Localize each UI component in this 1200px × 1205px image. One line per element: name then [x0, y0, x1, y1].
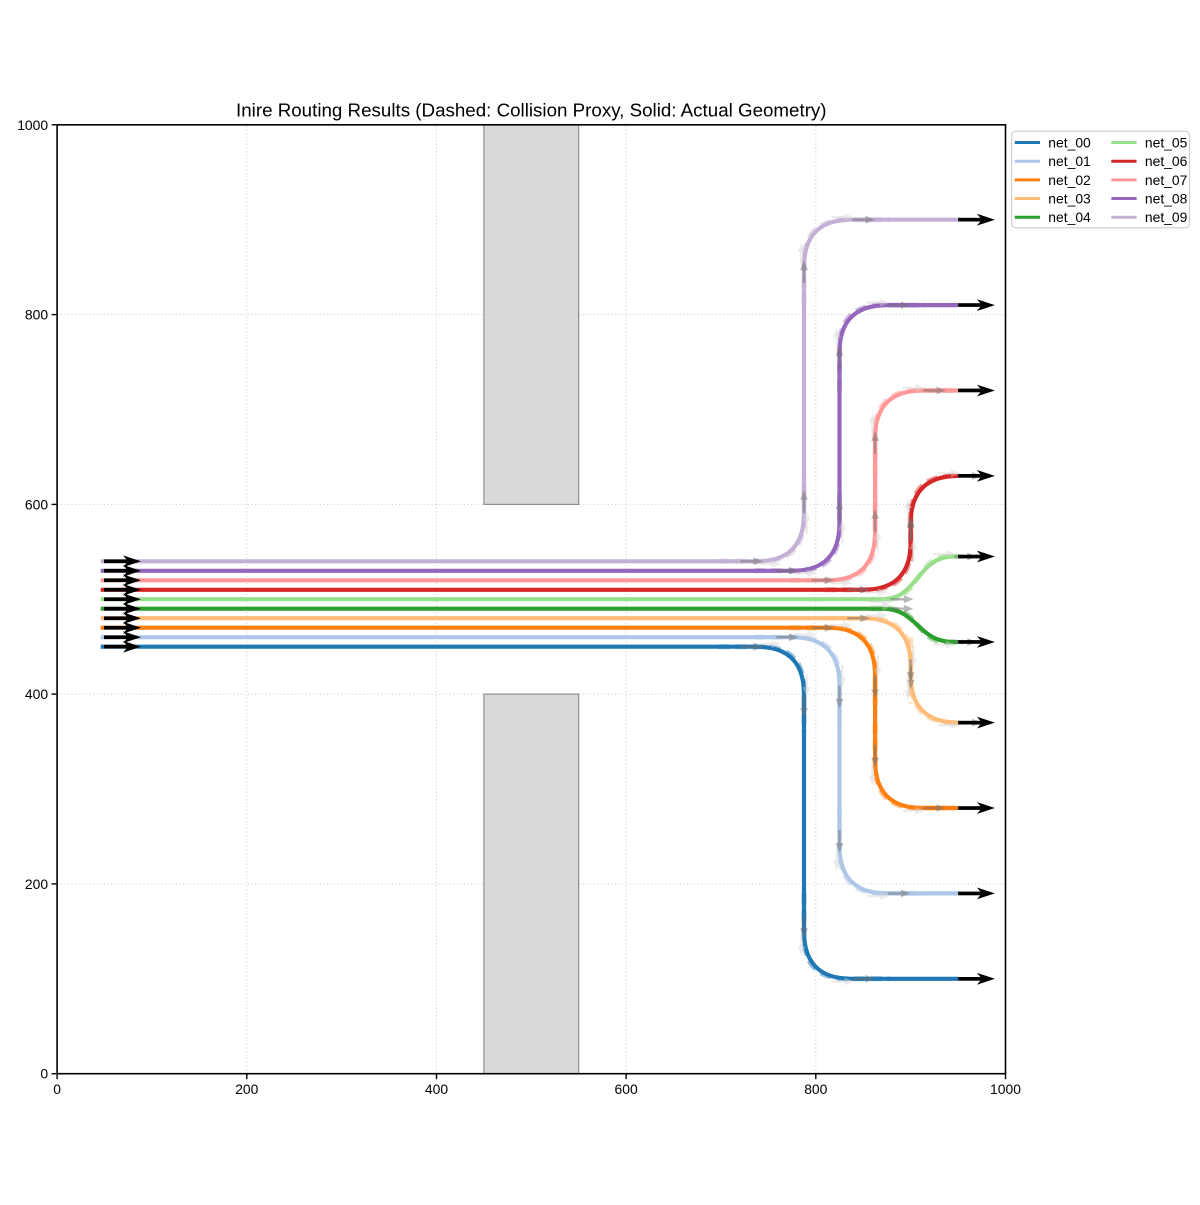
svg-text:1000: 1000: [990, 1081, 1021, 1097]
svg-text:400: 400: [425, 1081, 448, 1097]
svg-text:net_01: net_01: [1048, 153, 1091, 169]
svg-text:0: 0: [53, 1081, 61, 1097]
svg-text:400: 400: [25, 686, 48, 702]
svg-text:net_05: net_05: [1145, 134, 1188, 150]
svg-text:net_07: net_07: [1145, 172, 1188, 188]
svg-text:800: 800: [25, 307, 48, 323]
svg-text:net_06: net_06: [1145, 153, 1188, 169]
svg-text:600: 600: [25, 496, 48, 512]
svg-text:net_00: net_00: [1048, 134, 1091, 150]
svg-text:Inire Routing Results (Dashed:: Inire Routing Results (Dashed: Collision…: [236, 100, 827, 121]
svg-text:600: 600: [615, 1081, 638, 1097]
svg-text:200: 200: [25, 876, 48, 892]
svg-text:net_03: net_03: [1048, 190, 1091, 206]
svg-text:net_08: net_08: [1145, 190, 1188, 206]
svg-text:1000: 1000: [17, 117, 48, 133]
svg-text:0: 0: [40, 1066, 48, 1082]
svg-text:200: 200: [235, 1081, 258, 1097]
svg-text:net_09: net_09: [1145, 209, 1188, 225]
svg-text:net_02: net_02: [1048, 172, 1091, 188]
svg-text:800: 800: [804, 1081, 827, 1097]
svg-text:net_04: net_04: [1048, 209, 1091, 225]
